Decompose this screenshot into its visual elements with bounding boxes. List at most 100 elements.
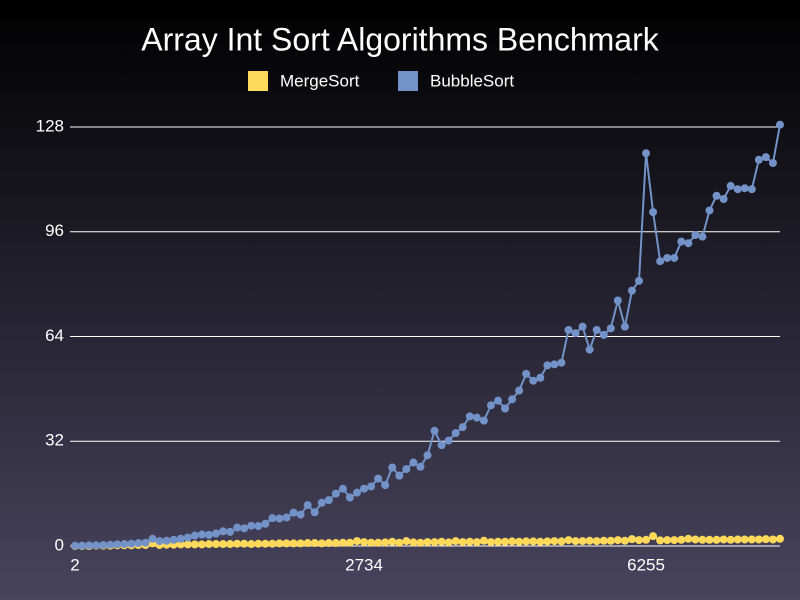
point [508, 395, 517, 404]
point [338, 538, 347, 547]
point [85, 541, 94, 550]
point [613, 536, 622, 545]
point [776, 534, 784, 543]
point [289, 508, 298, 517]
point [282, 513, 291, 522]
point [423, 451, 432, 460]
point [430, 426, 439, 435]
point [635, 536, 643, 545]
point [120, 540, 129, 549]
point [367, 538, 376, 547]
point [458, 538, 467, 547]
point [465, 537, 474, 546]
point [127, 539, 136, 548]
point [324, 539, 333, 548]
point [691, 535, 700, 544]
point [190, 531, 199, 540]
point [578, 322, 587, 331]
legend-swatch [248, 71, 268, 91]
point [522, 537, 531, 546]
point [564, 536, 573, 545]
point [670, 536, 679, 545]
point [564, 325, 573, 334]
point [458, 423, 467, 432]
point [162, 536, 171, 545]
y-tick-label: 32 [45, 431, 64, 450]
point [374, 538, 383, 547]
point [733, 185, 742, 194]
point [444, 436, 453, 445]
point [768, 535, 777, 544]
point [705, 206, 714, 215]
point [437, 441, 446, 450]
legend-swatch [398, 71, 418, 91]
point [529, 537, 538, 546]
point [656, 257, 665, 266]
point [310, 508, 319, 517]
point [430, 538, 439, 547]
point [395, 471, 404, 480]
point [761, 535, 770, 544]
point [134, 539, 143, 548]
point [543, 537, 552, 546]
point [317, 498, 326, 507]
point [345, 493, 354, 502]
point [712, 535, 721, 544]
point [472, 538, 481, 547]
point [169, 535, 178, 544]
point [416, 462, 425, 471]
point [747, 535, 756, 544]
point [571, 329, 580, 338]
point [578, 537, 587, 546]
point [635, 276, 643, 285]
point [233, 539, 242, 548]
point [353, 488, 361, 497]
point [761, 153, 770, 162]
point [536, 373, 545, 382]
point [141, 538, 150, 547]
point [656, 536, 665, 545]
point [479, 536, 488, 545]
point [451, 429, 460, 438]
point [99, 541, 108, 550]
point [649, 208, 658, 217]
point [698, 232, 707, 241]
point [219, 527, 228, 536]
point [592, 325, 601, 334]
point [747, 185, 756, 194]
point [437, 537, 446, 546]
point [338, 484, 347, 493]
legend-label: MergeSort [280, 71, 360, 90]
point [642, 535, 651, 544]
point [282, 539, 291, 548]
point [212, 529, 220, 538]
point [670, 253, 679, 262]
point [275, 539, 284, 548]
point [240, 524, 249, 533]
point [677, 237, 686, 246]
point [776, 120, 784, 129]
point [275, 514, 284, 523]
point [508, 537, 517, 546]
point [381, 481, 390, 490]
point [515, 386, 524, 395]
point [501, 537, 510, 546]
point [754, 535, 763, 544]
point [754, 155, 763, 164]
point [360, 484, 369, 493]
point [444, 538, 453, 547]
point [247, 540, 256, 549]
point [479, 416, 488, 425]
point [501, 404, 510, 413]
point [197, 540, 206, 549]
point [92, 541, 101, 550]
point [423, 538, 432, 547]
point [303, 539, 312, 548]
point [197, 530, 206, 539]
point [740, 535, 749, 544]
point [254, 539, 263, 548]
point [740, 184, 749, 193]
